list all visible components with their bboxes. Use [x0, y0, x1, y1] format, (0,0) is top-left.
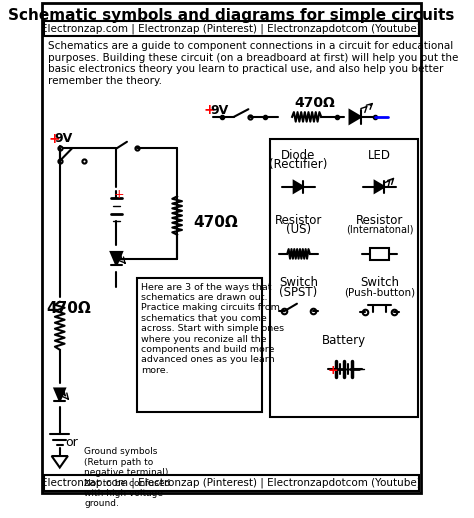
Polygon shape [294, 181, 303, 193]
Text: 470Ω: 470Ω [193, 215, 238, 230]
Text: (Push-button): (Push-button) [344, 287, 415, 297]
Text: Here are 3 of the ways that
schematics are drawn out.
Practice making circuits f: Here are 3 of the ways that schematics a… [141, 283, 284, 375]
Text: +: + [114, 188, 124, 201]
Text: Switch: Switch [360, 276, 399, 289]
Text: (US): (US) [286, 223, 311, 236]
Text: (Internatonal): (Internatonal) [346, 225, 413, 235]
Polygon shape [111, 252, 122, 265]
Bar [137, 278, 262, 412]
Text: Diode: Diode [282, 149, 316, 162]
Bar [270, 139, 418, 417]
Text: Resistor: Resistor [356, 214, 403, 227]
Polygon shape [374, 181, 384, 193]
Text: or: or [65, 436, 78, 449]
Text: Electronzap.com | Electronzap (Pinterest) | Electronzapdotcom (Youtube): Electronzap.com | Electronzap (Pinterest… [42, 478, 421, 488]
Polygon shape [349, 110, 361, 124]
Text: 9V: 9V [210, 104, 228, 117]
Text: Ground symbols
(Return path to
negative terminal)
Not to be confused
with high v: Ground symbols (Return path to negative … [84, 448, 170, 508]
Text: +: + [48, 132, 60, 146]
Text: Electronzap.com | Electronzap (Pinterest) | Electronzapdotcom (Youtube): Electronzap.com | Electronzap (Pinterest… [42, 23, 421, 34]
Bar [370, 248, 389, 260]
Text: Switch: Switch [279, 276, 318, 289]
Text: 9V: 9V [55, 133, 73, 146]
Text: Schematics are a guide to component connections in a circuit for educational
pur: Schematics are a guide to component conn… [47, 41, 458, 86]
Text: +: + [327, 364, 338, 377]
Bar [44, 475, 419, 491]
Text: (Rectifier): (Rectifier) [269, 159, 328, 171]
Text: +: + [204, 103, 215, 117]
Bar [44, 21, 419, 36]
Text: (SPST): (SPST) [280, 286, 318, 299]
Text: 470Ω: 470Ω [46, 301, 91, 316]
Polygon shape [55, 388, 65, 401]
Text: LED: LED [368, 149, 391, 162]
Text: Schematic symbols and diagrams for simple circuits: Schematic symbols and diagrams for simpl… [8, 8, 455, 23]
Text: 470Ω: 470Ω [294, 96, 335, 110]
Text: Resistor: Resistor [275, 214, 322, 227]
Text: Battery: Battery [322, 334, 366, 347]
